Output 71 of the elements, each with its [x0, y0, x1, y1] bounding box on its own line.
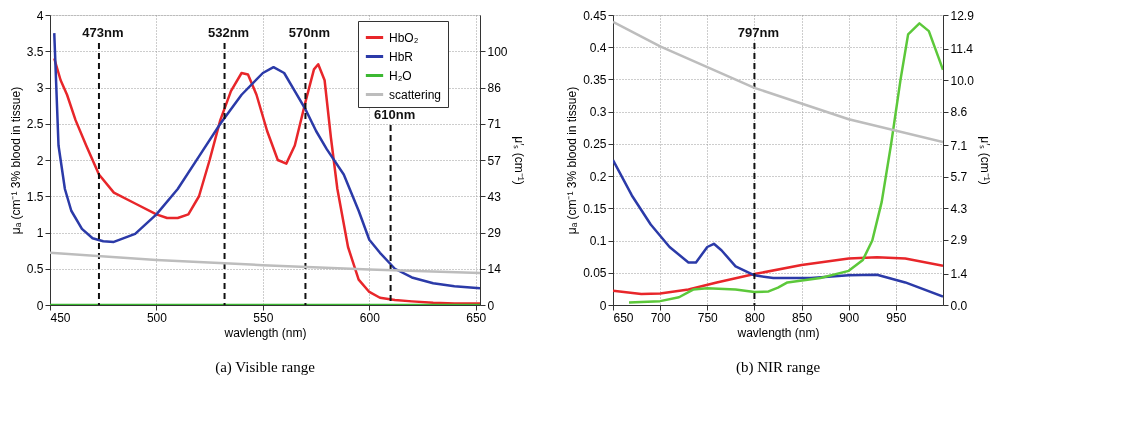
y2-tick-label: 71	[487, 117, 502, 132]
legend-label: HbO₂	[389, 30, 419, 45]
ref-line-label: 532nm	[207, 25, 250, 40]
y-tick-label: 0	[36, 298, 44, 313]
line-series	[613, 158, 943, 298]
y-tick-label: 1.5	[26, 189, 44, 204]
y-tick-label: 0.25	[583, 137, 607, 152]
y2-tick-label: 0	[487, 298, 495, 313]
y2-tick-label: 5.7	[950, 170, 968, 185]
x-tick-label: 500	[146, 310, 168, 325]
y2-tick-label: 100	[487, 44, 508, 59]
line-series	[50, 251, 480, 275]
y-tick-label: 2.5	[26, 117, 44, 132]
legend-label: scattering	[389, 87, 442, 102]
legend-label: H₂O	[389, 68, 412, 83]
x-tick-label: 650	[466, 310, 487, 325]
x-tick-label: 550	[253, 310, 274, 325]
x-tick-label: 650	[613, 310, 634, 325]
y2-tick-label: 2.9	[950, 233, 968, 248]
y2-tick-label: 29	[487, 226, 502, 241]
y-tick-label: 3	[36, 81, 44, 95]
x-tick-label: 450	[50, 310, 71, 325]
x-tick-label: 600	[359, 310, 381, 325]
x-tick-label: 800	[744, 310, 766, 325]
y2-tick-label: 7.1	[950, 138, 968, 153]
y-tick-label: 1	[36, 226, 44, 240]
y2-tick-label: 57	[487, 153, 502, 168]
y2-tick-label: 14	[487, 262, 502, 277]
y-tick-label: 0.1	[589, 234, 607, 249]
x-axis-title: wavlength (nm)	[223, 325, 307, 340]
x-tick-label: 750	[697, 310, 719, 325]
line-series	[627, 22, 943, 304]
line-series	[613, 20, 943, 144]
y2-tick-label: 1.4	[950, 267, 968, 282]
text: (b) NIR range	[735, 359, 821, 376]
y-tick-label: 0.5	[26, 262, 44, 277]
text: (a) Visible range	[215, 359, 316, 376]
x-tick-label: 900	[839, 310, 860, 325]
y-tick-label: 0.35	[583, 72, 607, 87]
y2-tick-label: 0.0	[950, 298, 968, 313]
y-tick-label: 0.2	[589, 169, 607, 184]
y2-tick-label: 43	[487, 189, 502, 204]
y-tick-label: 0.15	[583, 201, 607, 216]
y-tick-label: 0.4	[589, 40, 607, 55]
line-series	[613, 256, 943, 296]
y2-axis-title: μ′ₛ (cm⁻¹)	[511, 136, 526, 185]
y-tick-label: 3.5	[26, 44, 44, 59]
y2-tick-label: 8.6	[950, 105, 968, 120]
legend-label: HbR	[389, 49, 414, 64]
x-axis-title: wavlength (nm)	[736, 325, 820, 340]
y2-tick-label: 86	[487, 81, 502, 96]
ref-line-label: 797nm	[737, 25, 780, 40]
y-tick-label: 0.45	[583, 8, 607, 23]
y-tick-label: 2	[36, 153, 44, 168]
y-tick-label: 0.05	[583, 266, 607, 281]
y-tick-label: 4	[36, 8, 44, 23]
y-tick-label: 0	[599, 298, 607, 313]
y2-tick-label: 11.4	[950, 42, 974, 57]
ref-line-label: 570nm	[288, 25, 331, 40]
ref-line-label: 473nm	[82, 25, 124, 40]
y-axis-title: μₐ (cm⁻¹ 3% blood in tissue)	[8, 86, 23, 235]
y2-axis-title: μ′ₛ (cm⁻¹)	[977, 136, 992, 185]
x-tick-label: 700	[650, 310, 671, 325]
ref-line-label: 610nm	[373, 107, 416, 122]
y2-tick-label: 12.9	[950, 8, 975, 23]
y-axis-title: μₐ (cm⁻¹ 3% blood in tissue)	[565, 86, 580, 235]
x-tick-label: 850	[792, 310, 813, 325]
y-tick-label: 0.3	[589, 105, 607, 120]
y2-tick-label: 10.0	[950, 73, 975, 88]
x-tick-label: 950	[886, 310, 907, 325]
y2-tick-label: 4.3	[950, 201, 968, 216]
